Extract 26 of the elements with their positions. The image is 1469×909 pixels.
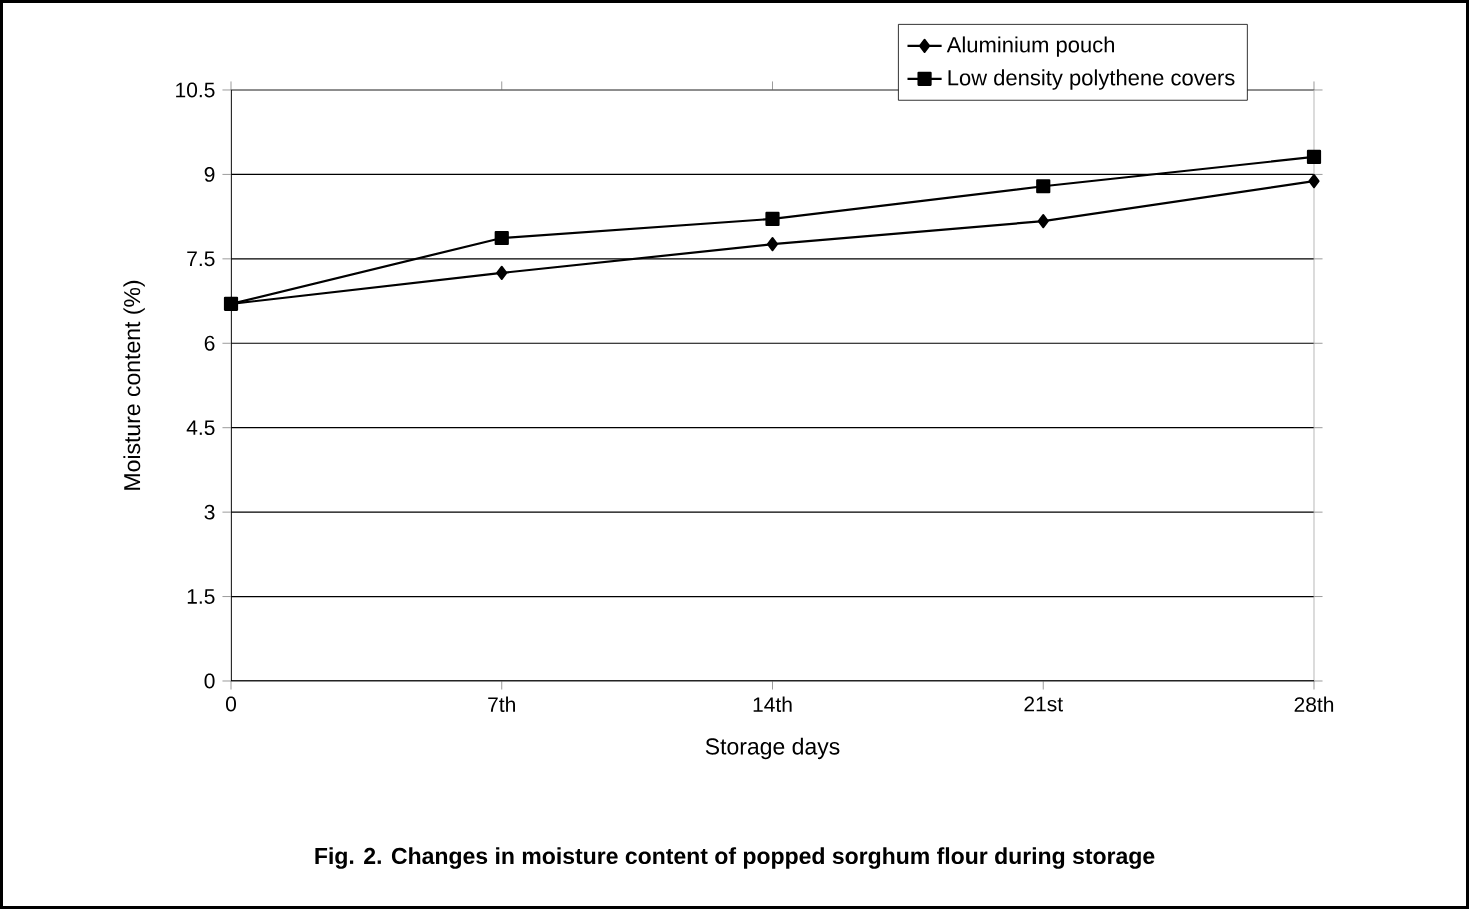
y-tick-label: 7.5 xyxy=(187,251,215,267)
y-tick-label: 6 xyxy=(204,335,215,351)
x-tick-label: 21st xyxy=(1024,696,1063,712)
x-axis-title: Storage days xyxy=(705,737,840,760)
y-tick-label: 4.5 xyxy=(186,420,215,436)
y-tick-label: 10.5 xyxy=(176,82,215,98)
y-tick-label: 1.5 xyxy=(187,589,215,604)
point xyxy=(1308,174,1320,189)
y-tick-label: 3 xyxy=(204,504,215,520)
x-tick-label: 14th xyxy=(753,696,792,712)
point xyxy=(766,237,779,252)
point xyxy=(765,211,780,226)
x-tick-label: 28th xyxy=(1294,696,1334,713)
legend-label: Aluminium pouch xyxy=(946,36,1114,57)
point xyxy=(1306,149,1322,165)
x-tick-label: 7th xyxy=(488,696,515,712)
point xyxy=(1037,214,1049,229)
y-tick-label: 0 xyxy=(204,673,215,689)
point xyxy=(494,230,509,246)
point xyxy=(496,265,508,281)
x-tick-label: 0 xyxy=(225,696,237,712)
y-tick-label: 9 xyxy=(204,166,215,182)
y-axis-title: Moisture content (%) xyxy=(123,280,145,490)
text: Fig. 2. Changes in moisture content of popped sorghum flour during storage xyxy=(315,847,1155,869)
legend-label: Low density polythene covers xyxy=(948,69,1235,90)
point xyxy=(1036,179,1051,194)
